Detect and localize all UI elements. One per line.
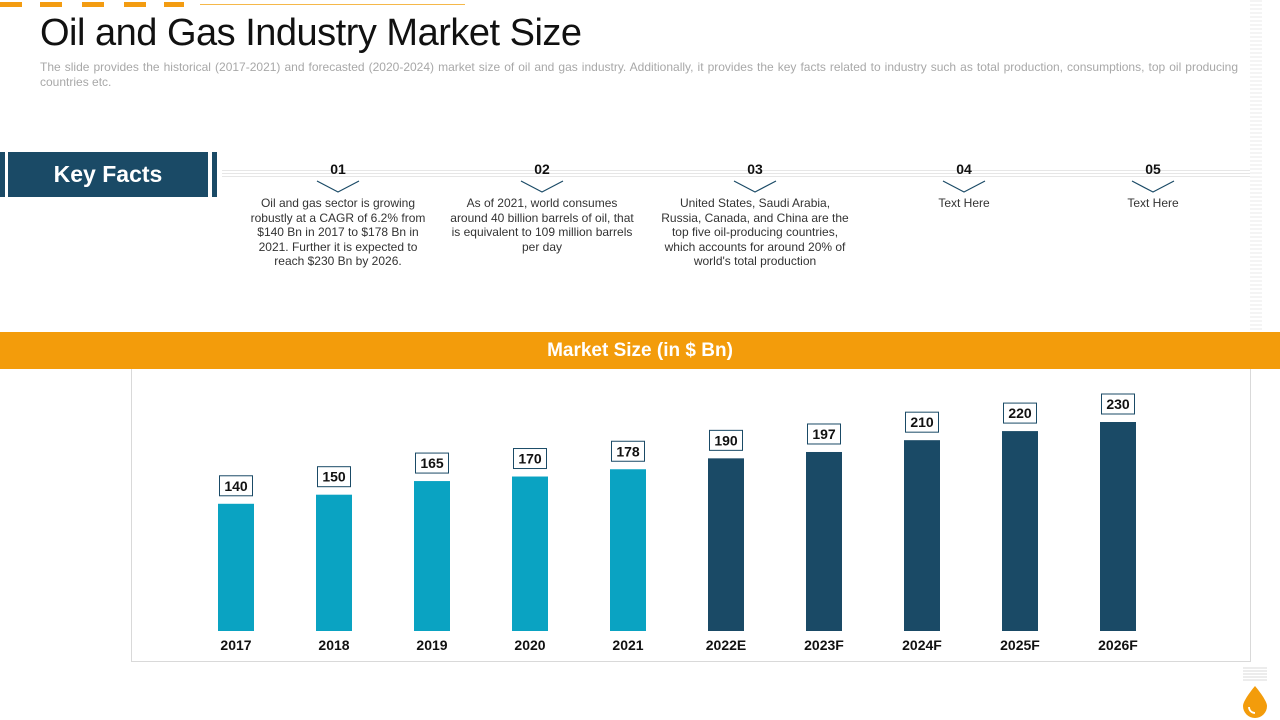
page-subtitle: The slide provides the historical (2017-…	[40, 60, 1238, 89]
chevron-down-icon	[942, 180, 986, 193]
key-fact-04: 04 Text Here	[869, 160, 1059, 211]
key-fact-02: 02 As of 2021, world consumes around 40 …	[447, 160, 637, 254]
data-label: 165	[420, 455, 444, 471]
key-fact-03: 03 United States, Saudi Arabia, Russia, …	[660, 160, 850, 269]
right-edge-decoration	[1250, 0, 1262, 330]
data-label: 197	[812, 426, 836, 442]
data-label-box	[317, 466, 351, 488]
bar-2019	[414, 481, 450, 631]
key-fact-05: 05 Text Here	[1058, 160, 1248, 211]
data-label-box	[1003, 402, 1037, 424]
x-tick-label: 2018	[318, 637, 349, 653]
key-fact-number: 05	[1145, 161, 1161, 177]
key-facts-header: Key Facts	[0, 152, 218, 197]
key-fact-text: United States, Saudi Arabia, Russia, Can…	[661, 196, 849, 268]
key-fact-01: 01 Oil and gas sector is growing robustl…	[243, 160, 433, 269]
oil-drop-icon	[1243, 667, 1267, 718]
data-label-box	[611, 440, 645, 462]
key-fact-text: As of 2021, world consumes around 40 bil…	[450, 196, 634, 254]
data-label: 150	[322, 469, 346, 485]
x-tick-label: 2025F	[1000, 637, 1040, 653]
chevron-down-icon	[733, 180, 777, 193]
bar-2022E	[708, 458, 744, 631]
data-label-box	[219, 475, 253, 497]
x-tick-label: 2020	[514, 637, 545, 653]
data-label: 210	[910, 414, 934, 430]
x-tick-label: 2022E	[706, 637, 746, 653]
data-label: 178	[616, 443, 640, 459]
data-label-box	[709, 429, 743, 451]
bar-2024F	[904, 440, 940, 631]
bar-2023F	[806, 451, 842, 631]
data-label: 170	[518, 451, 542, 467]
x-tick-label: 2021	[612, 637, 643, 653]
x-tick-label: 2026F	[1098, 637, 1138, 653]
top-decoration	[0, 0, 470, 8]
page-title: Oil and Gas Industry Market Size	[40, 12, 582, 54]
x-tick-label: 2019	[416, 637, 447, 653]
bar-2021	[610, 469, 646, 631]
x-tick-label: 2023F	[804, 637, 844, 653]
data-label: 230	[1106, 396, 1130, 412]
key-fact-number: 04	[956, 161, 972, 177]
bar-2020	[512, 476, 548, 631]
key-fact-number: 01	[330, 161, 346, 177]
key-fact-text: Oil and gas sector is growing robustly a…	[250, 196, 426, 268]
x-tick-label: 2024F	[902, 637, 942, 653]
key-facts-timeline	[222, 170, 1250, 177]
data-label-box	[513, 448, 547, 470]
data-label-box	[1101, 393, 1135, 415]
key-fact-number: 03	[747, 161, 763, 177]
bar-2017	[218, 503, 254, 631]
data-label-box	[905, 411, 939, 433]
key-fact-text: Text Here	[1127, 196, 1179, 210]
bar-2025F	[1002, 431, 1038, 631]
key-fact-text: Text Here	[938, 196, 990, 210]
data-label: 190	[714, 432, 738, 448]
data-label-box	[807, 423, 841, 445]
chevron-down-icon	[316, 180, 360, 193]
market-size-bar-chart: 140 2017 150 2018 165 2019 170 2020 178 2021 190 20…	[218, 393, 1138, 653]
x-tick-label: 2017	[220, 637, 251, 653]
chevron-down-icon	[520, 180, 564, 193]
bar-2026F	[1100, 422, 1136, 631]
data-label: 140	[224, 478, 248, 494]
chart-title-banner: Market Size (in $ Bn)	[0, 332, 1280, 369]
key-facts-heading: Key Facts	[8, 152, 208, 197]
data-label: 220	[1008, 405, 1032, 421]
key-fact-number: 02	[534, 161, 550, 177]
data-label-box	[415, 452, 449, 474]
bar-2018	[316, 494, 352, 631]
chevron-down-icon	[1131, 180, 1175, 193]
chart-frame: 140 2017 150 2018 165 2019 170 2020 178 2021 190 20…	[131, 369, 1251, 662]
